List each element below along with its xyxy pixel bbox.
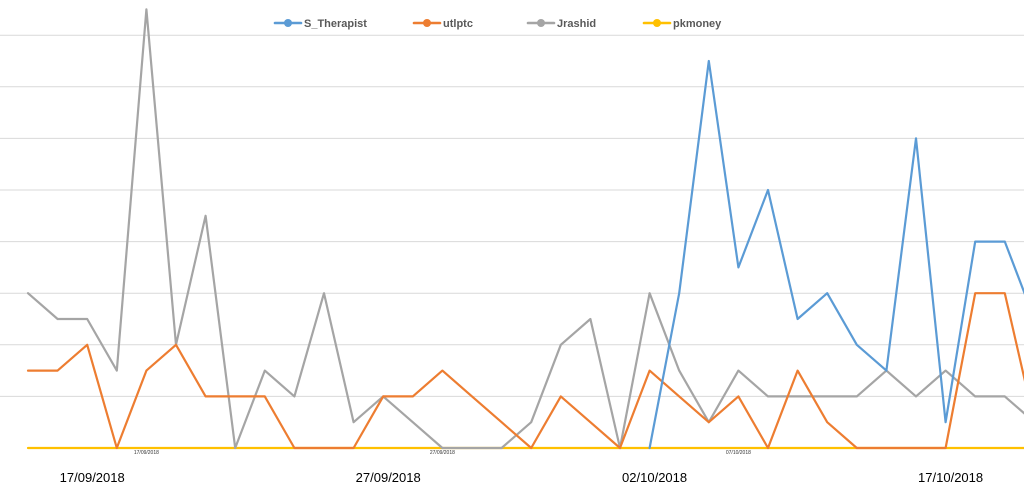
x-tick-label: 02/10/2018	[622, 470, 687, 485]
x-minor-tick-label: 27/09/2018	[430, 450, 455, 456]
legend: S_Therapist utlptc Jrashid pkmoney	[273, 18, 722, 30]
series-line-jrashid	[26, 8, 1024, 450]
series-line-utlptc	[26, 292, 1024, 450]
legend-marker	[537, 19, 545, 27]
x-tick-label: 17/10/2018	[918, 470, 983, 485]
x-tick-label: 17/09/2018	[60, 470, 125, 485]
x-minor-tick-label: 07/10/2018	[726, 450, 751, 456]
legend-label: pkmoney	[673, 18, 722, 30]
x-tick-label: 27/09/2018	[356, 470, 421, 485]
x-axis-labels: 17/09/2018 27/09/2018 02/10/2018 17/10/2018…	[60, 450, 983, 485]
x-minor-tick-label: 17/09/2018	[134, 450, 159, 456]
series-lines	[26, 8, 1024, 450]
legend-item-utlptc: utlptc	[412, 18, 473, 30]
legend-marker	[653, 19, 661, 27]
series-line-s-therapist	[648, 59, 1024, 450]
legend-item-jrashid: Jrashid	[526, 18, 596, 30]
legend-marker	[284, 19, 292, 27]
legend-label: S_Therapist	[304, 18, 367, 30]
legend-label: Jrashid	[557, 18, 596, 30]
legend-item-s-therapist: S_Therapist	[273, 18, 367, 30]
legend-label: utlptc	[443, 18, 473, 30]
legend-item-pkmoney: pkmoney	[642, 18, 722, 30]
legend-marker	[423, 19, 431, 27]
